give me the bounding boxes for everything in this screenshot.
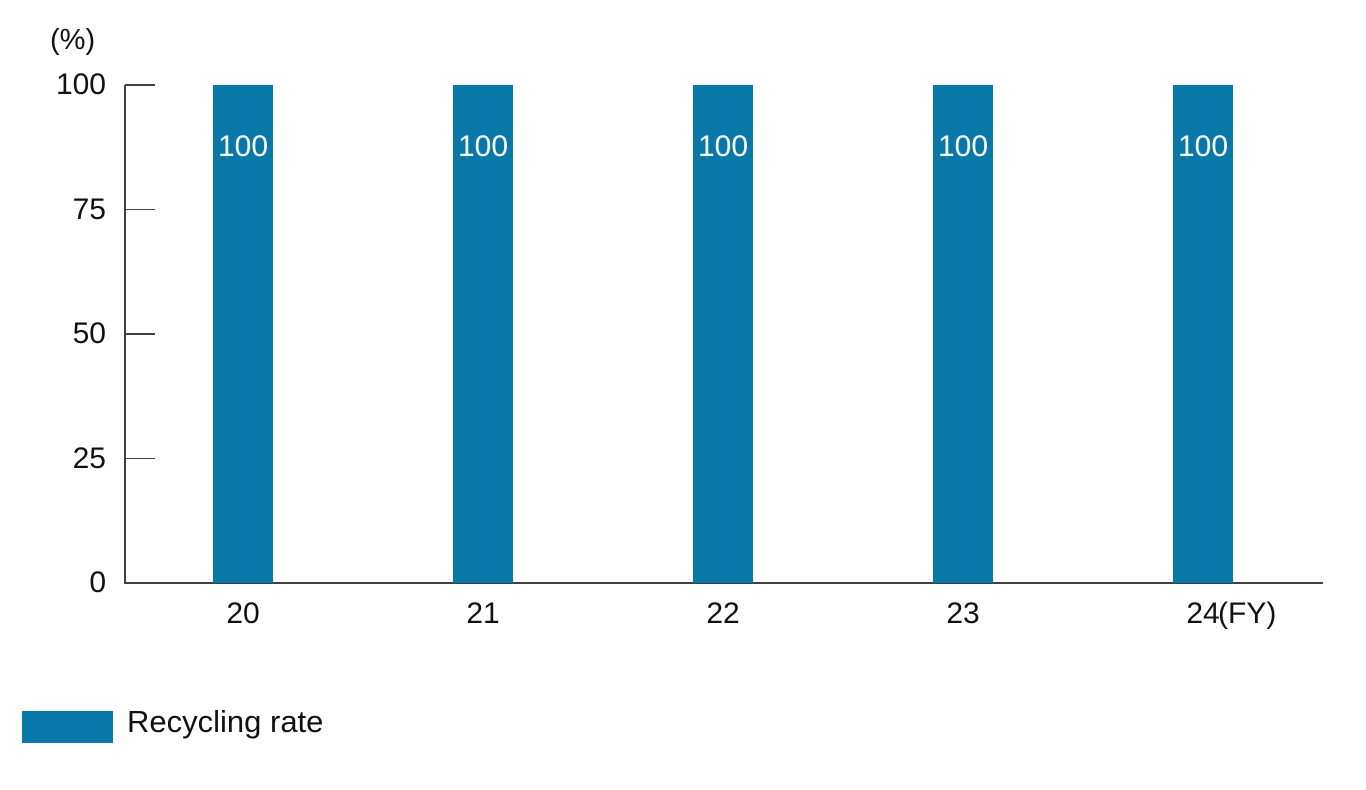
bar-value-label: 100 (457, 130, 509, 163)
bar: 100 (693, 85, 753, 583)
x-tick-label: 24 (1186, 597, 1220, 630)
y-tick (125, 208, 155, 211)
bar: 100 (933, 85, 993, 583)
bar-value-label: 100 (937, 130, 989, 163)
y-tick-label: 0 (89, 566, 106, 599)
y-tick-label: 75 (72, 192, 106, 226)
x-tick-label: 20 (226, 597, 260, 630)
y-tick-label: 25 (72, 441, 106, 475)
bar-value-label: 100 (1177, 130, 1229, 163)
legend-swatch (22, 711, 113, 743)
x-axis-unit-label: (FY) (1218, 597, 1277, 630)
bar: 100 (213, 85, 273, 583)
legend: Recycling rate (0, 700, 600, 760)
x-tick-label: 23 (946, 597, 980, 630)
bar: 100 (453, 85, 513, 583)
x-tick-label: 22 (706, 597, 740, 630)
bar: 100 (1173, 85, 1233, 583)
y-tick (125, 84, 155, 86)
y-tick-label: 50 (72, 317, 106, 350)
y-tick-label: 100 (55, 68, 106, 101)
bar-value-label: 100 (217, 130, 269, 163)
y-axis-unit-label: (%) (50, 24, 96, 56)
legend-label: Recycling rate (127, 704, 324, 739)
y-tick (125, 333, 155, 335)
y-tick (125, 457, 155, 460)
bar-value-label: 100 (697, 130, 749, 163)
y-axis-line (124, 85, 126, 583)
x-tick-label: 21 (466, 597, 500, 630)
